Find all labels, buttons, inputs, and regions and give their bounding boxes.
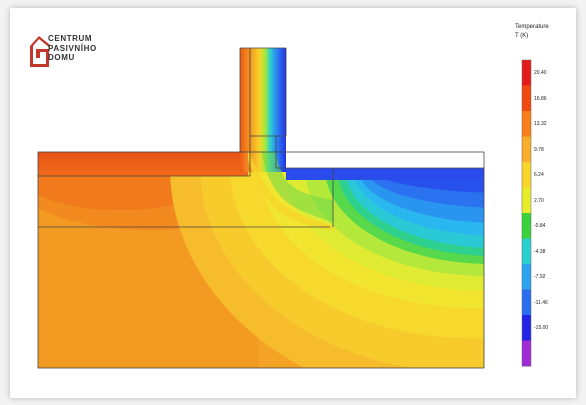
legend-swatch: [522, 60, 531, 86]
legend-title: Temperature T (K): [515, 23, 549, 41]
cold-exterior: [286, 168, 484, 180]
legend-tick-label: 13.32: [534, 121, 547, 127]
legend-tick-label: -4.38: [534, 248, 546, 255]
legend-swatch: [522, 162, 531, 188]
legend-swatch: [522, 340, 531, 367]
legend-swatch: [522, 238, 531, 265]
legend-tick-label: 20.40: [534, 70, 547, 76]
color-scale-bar: [521, 59, 532, 367]
legend-swatch: [522, 264, 531, 290]
legend-swatch: [522, 315, 531, 341]
legend-tick-label: 6.24: [534, 172, 544, 178]
logo-line-2: PASIVNÍHO: [48, 43, 97, 53]
structure-outline: [37, 47, 485, 369]
logo-wordmark: CENTRUM PASIVNÍHO DOMU: [48, 34, 97, 63]
legend-tick-label: -7.92: [534, 274, 546, 280]
floor-slab: [38, 152, 248, 176]
legend-title-text: Temperature: [515, 24, 549, 30]
legend-tick-label: -11.46: [534, 299, 548, 306]
legend-swatch: [522, 187, 531, 214]
logo-house-icon: [30, 36, 50, 67]
legend-swatch: [522, 136, 531, 163]
legend-tick-label: -15.00: [534, 325, 549, 331]
legend-swatch: [522, 85, 531, 112]
logo-line-1: CENTRUM: [48, 34, 93, 43]
legend-tick-label: 2.70: [534, 197, 544, 204]
legend-tick-label: 16.86: [534, 95, 547, 102]
legend-swatch: [522, 111, 531, 137]
legend-unit: T (K): [515, 33, 529, 39]
legend-swatch: [522, 289, 531, 316]
legend-tick-label: 9.78: [534, 146, 544, 153]
legend-swatch: [522, 213, 531, 239]
wall-column: [240, 48, 286, 172]
legend-tick-label: -0.84: [534, 223, 546, 229]
logo-line-3: DOMU: [48, 53, 75, 62]
